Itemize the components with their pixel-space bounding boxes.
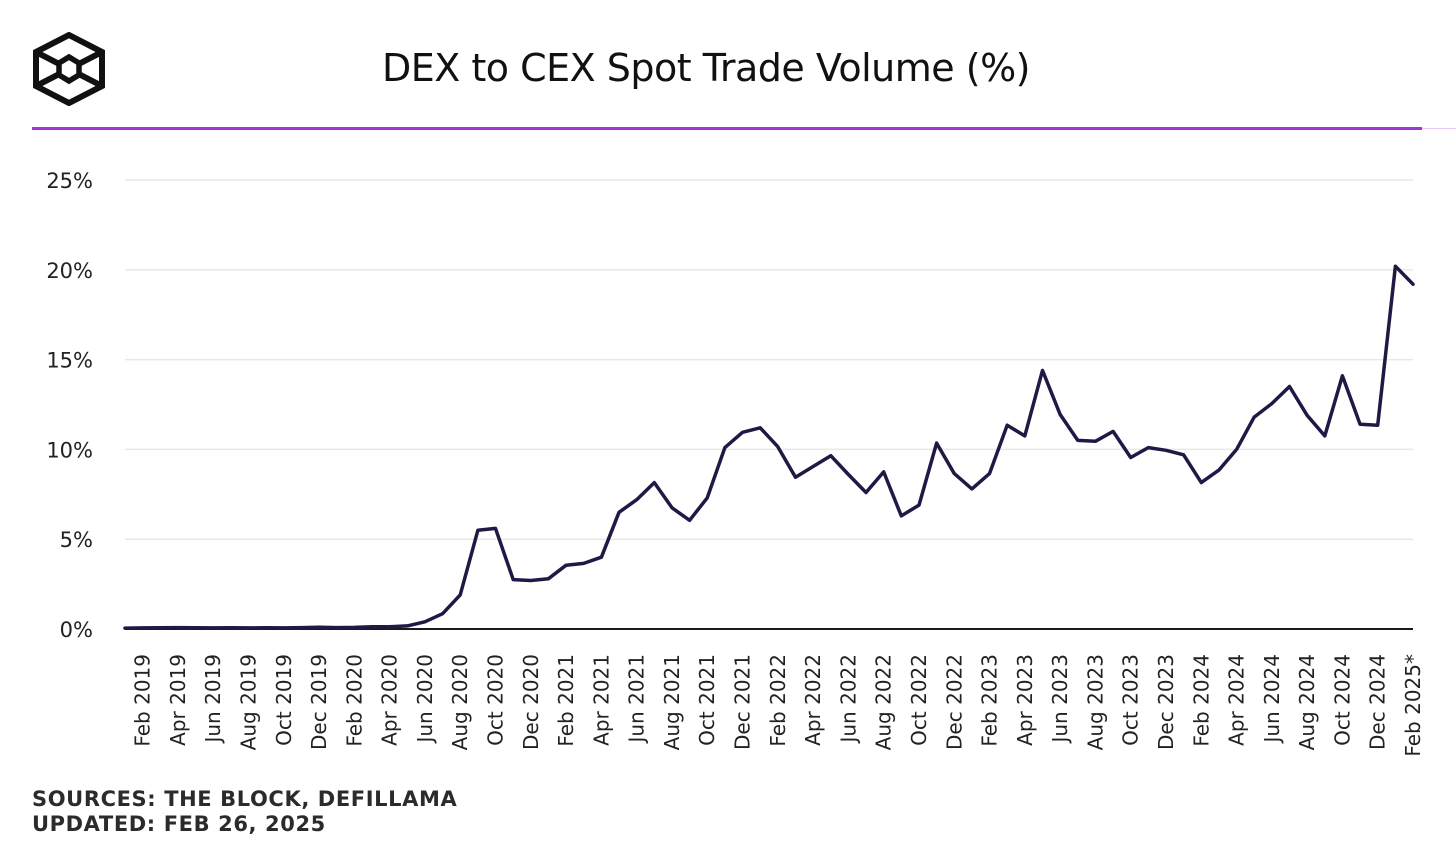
x-tick-label: Feb 2023 — [978, 654, 1002, 747]
x-tick-label: Aug 2020 — [448, 654, 472, 750]
gridlines — [125, 179, 1413, 540]
x-tick-label: Dec 2024 — [1366, 654, 1390, 750]
footer: SOURCES: THE BLOCK, DEFILLAMA UPDATED: F… — [32, 787, 457, 837]
x-tick-label: Jun 2021 — [625, 654, 649, 745]
series-line — [123, 264, 1415, 630]
x-tick-label: Feb 2021 — [554, 654, 578, 747]
x-tick-label: Oct 2022 — [907, 654, 931, 746]
header-accent-rule — [32, 127, 1422, 130]
y-axis-tick-labels: 0% 5% 10% 15% 20% 25% — [46, 169, 93, 642]
x-tick-label: Apr 2020 — [378, 654, 402, 746]
y-tick-label: 5% — [60, 528, 93, 552]
x-tick-label: Jun 2024 — [1260, 654, 1284, 745]
updated-text: UPDATED: FEB 26, 2025 — [32, 812, 326, 836]
x-tick-label: Apr 2024 — [1225, 654, 1249, 746]
x-tick-label: Feb 2024 — [1189, 654, 1213, 747]
y-tick-label: 20% — [46, 259, 93, 283]
x-tick-label: Aug 2024 — [1295, 654, 1319, 750]
x-axis-tick-labels: Feb 2019 Apr 2019 Jun 2019 Aug 2019 Oct 2019… — [131, 654, 1425, 757]
x-tick-label: Dec 2020 — [519, 654, 543, 750]
x-tick-label: Jun 2020 — [413, 654, 437, 745]
x-tick-label: Feb 2025* — [1401, 654, 1425, 757]
x-tick-label: Apr 2023 — [1013, 654, 1037, 746]
x-tick-label: Apr 2021 — [589, 654, 613, 746]
x-tick-label: Aug 2019 — [237, 654, 261, 750]
x-tick-label: Feb 2022 — [766, 654, 790, 747]
x-tick-label: Apr 2019 — [166, 654, 190, 746]
x-tick-label: Oct 2023 — [1119, 654, 1143, 746]
chart-title: DEX to CEX Spot Trade Volume (%) — [381, 46, 1031, 90]
y-tick-label: 25% — [46, 169, 93, 193]
x-tick-label: Jun 2023 — [1048, 654, 1072, 745]
sources-text: SOURCES: THE BLOCK, DEFILLAMA — [32, 787, 458, 811]
x-tick-label: Aug 2022 — [872, 654, 896, 750]
header-rule-extension — [1422, 128, 1456, 129]
series-layer — [123, 264, 1415, 630]
x-tick-label: Oct 2019 — [272, 654, 296, 746]
y-tick-label: 10% — [46, 438, 93, 462]
x-tick-label: Oct 2021 — [695, 654, 719, 746]
x-tick-label: Jun 2022 — [836, 654, 860, 745]
x-tick-label: Dec 2022 — [942, 654, 966, 750]
x-tick-label: Dec 2019 — [307, 654, 331, 750]
x-tick-label: Feb 2020 — [342, 654, 366, 747]
the-block-cube-logo-icon — [33, 32, 105, 106]
x-tick-label: Aug 2021 — [660, 654, 684, 750]
x-tick-label: Apr 2022 — [801, 654, 825, 746]
x-tick-label: Dec 2023 — [1154, 654, 1178, 750]
y-tick-label: 15% — [46, 349, 93, 373]
x-tick-label: Dec 2021 — [731, 654, 755, 750]
x-tick-label: Jun 2019 — [201, 654, 225, 745]
x-tick-label: Oct 2024 — [1330, 654, 1354, 746]
y-tick-label: 0% — [60, 618, 93, 642]
x-tick-label: Oct 2020 — [484, 654, 508, 746]
x-tick-label: Feb 2019 — [131, 654, 155, 747]
x-tick-label: Aug 2023 — [1083, 654, 1107, 750]
